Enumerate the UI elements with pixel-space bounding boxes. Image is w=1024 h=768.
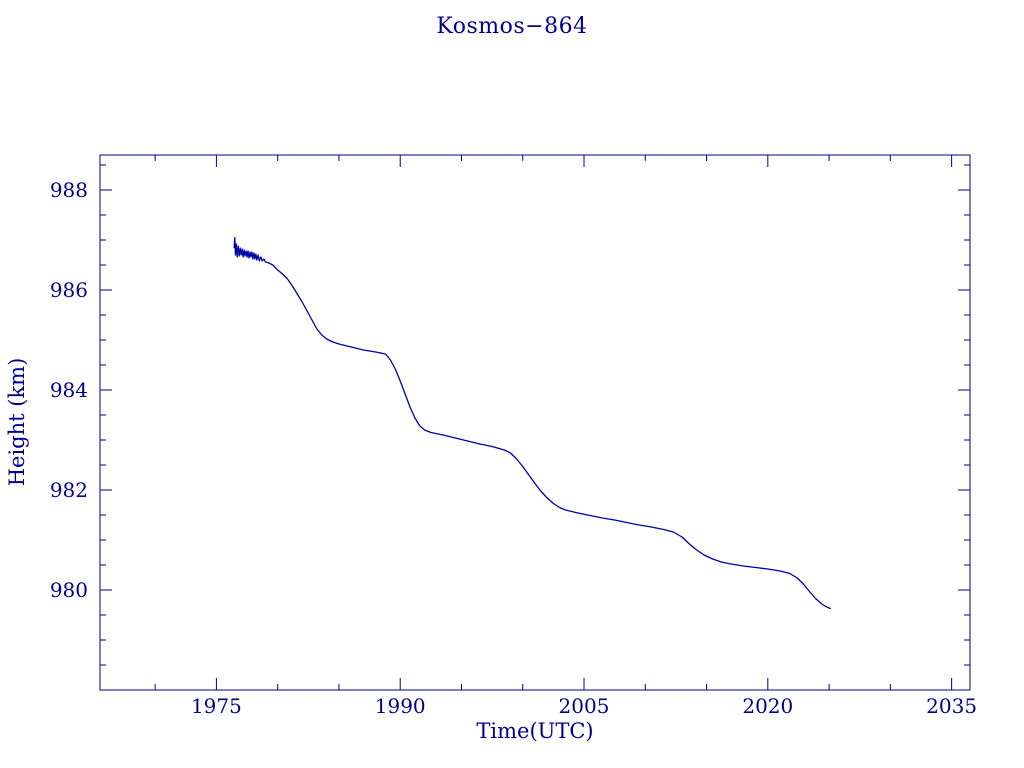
x-tick-label: 2005 (559, 694, 610, 718)
x-tick-label: 1975 (191, 694, 242, 718)
plot-border (99, 154, 971, 691)
x-tick-label: 2035 (926, 694, 977, 718)
x-tick-label: 2020 (742, 694, 793, 718)
y-tick-label: 984 (50, 378, 88, 402)
y-axis-label: Height (km) (5, 357, 29, 487)
y-tick-label: 982 (50, 478, 88, 502)
chart-title: Kosmos−864 (436, 14, 588, 39)
height-series-line (233, 236, 831, 610)
x-axis-label: Time(UTC) (476, 719, 594, 743)
y-tick-label: 988 (50, 178, 88, 202)
y-tick-label: 986 (50, 278, 88, 302)
x-tick-label: 1990 (375, 694, 426, 718)
y-tick-label: 980 (50, 578, 88, 602)
